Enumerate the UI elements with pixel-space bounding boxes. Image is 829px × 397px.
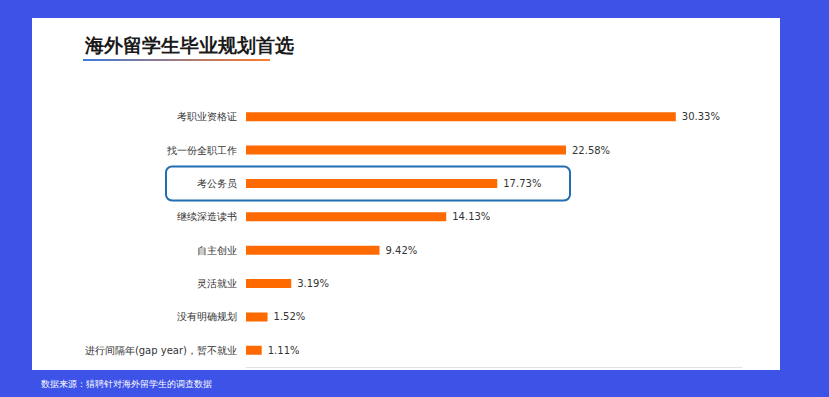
svg-text:继续深造读书: 继续深造读书 — [177, 211, 237, 222]
svg-text:找一份全职工作: 找一份全职工作 — [166, 145, 237, 156]
svg-text:9.42%: 9.42% — [385, 245, 417, 256]
svg-text:海外留学生毕业规划首选: 海外留学生毕业规划首选 — [84, 34, 294, 56]
svg-text:灵活就业: 灵活就业 — [197, 278, 237, 289]
svg-text:考公务员: 考公务员 — [197, 178, 237, 189]
svg-text:14.13%: 14.13% — [452, 211, 490, 222]
svg-text:数据来源：猎聘针对海外留学生的调查数据: 数据来源：猎聘针对海外留学生的调查数据 — [41, 379, 212, 389]
svg-text:考职业资格证: 考职业资格证 — [177, 111, 237, 122]
svg-text:3.19%: 3.19% — [297, 278, 329, 289]
svg-text:1.52%: 1.52% — [274, 311, 306, 322]
svg-text:1.11%: 1.11% — [268, 345, 300, 356]
svg-text:没有明确规划: 没有明确规划 — [177, 311, 237, 322]
svg-text:30.33%: 30.33% — [682, 111, 720, 122]
svg-text:17.73%: 17.73% — [503, 178, 541, 189]
svg-text:进行间隔年(gap year)，暂不就业: 进行间隔年(gap year)，暂不就业 — [85, 345, 237, 356]
svg-text:自主创业: 自主创业 — [197, 245, 237, 256]
svg-text:22.58%: 22.58% — [572, 145, 610, 156]
